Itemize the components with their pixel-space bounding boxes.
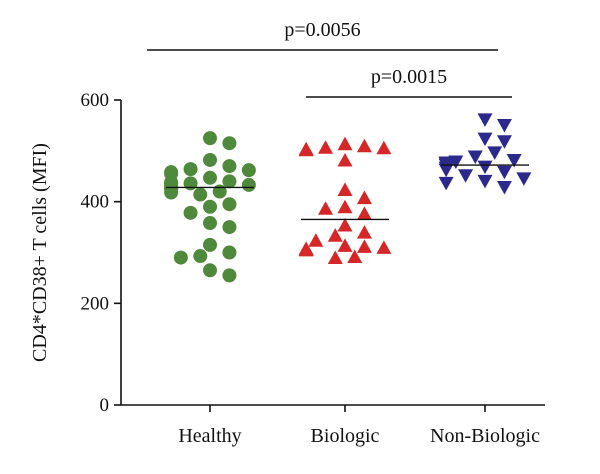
data-point-healthy	[193, 187, 208, 202]
data-point-healthy	[222, 197, 237, 212]
data-point-healthy	[222, 174, 237, 189]
data-point-biologic	[298, 242, 314, 257]
data-point-non-biologic	[516, 172, 532, 186]
data-point-healthy	[203, 131, 217, 146]
data-point-healthy	[203, 237, 217, 252]
data-point-healthy	[164, 185, 179, 200]
data-point-biologic	[337, 238, 353, 252]
data-point-biologic	[337, 218, 353, 232]
data-point-healthy	[203, 170, 217, 185]
data-point-non-biologic	[477, 132, 493, 147]
data-point-healthy	[173, 250, 188, 265]
data-point-biologic	[318, 201, 334, 215]
data-points	[164, 113, 532, 283]
data-point-non-biologic	[496, 165, 512, 180]
data-point-biologic	[308, 233, 324, 247]
data-point-healthy	[222, 159, 237, 174]
data-point-non-biologic	[506, 154, 522, 168]
data-point-non-biologic	[477, 160, 493, 175]
significance-brackets: p=0.0056 p=0.0015	[147, 19, 512, 98]
data-point-non-biologic	[467, 150, 483, 164]
p-value-label: p=0.0015	[371, 66, 447, 88]
data-point-biologic	[356, 239, 372, 253]
data-point-healthy	[241, 163, 256, 178]
data-point-healthy	[212, 184, 227, 199]
data-point-healthy	[203, 263, 217, 278]
y-tick-label: 400	[81, 192, 110, 213]
data-point-healthy	[193, 249, 208, 264]
data-point-non-biologic	[496, 135, 512, 149]
data-point-biologic	[337, 182, 353, 196]
data-point-biologic	[376, 240, 392, 254]
p-value-label: p=0.0056	[284, 19, 360, 41]
y-ticks: 0 200 400 600	[81, 90, 121, 416]
data-point-non-biologic	[477, 174, 493, 189]
data-point-biologic	[376, 140, 392, 155]
data-point-healthy	[183, 176, 198, 191]
data-point-biologic	[337, 152, 353, 167]
data-point-biologic	[356, 206, 372, 220]
data-point-non-biologic	[458, 169, 474, 183]
y-axis-label: CD4*CD38+ T cells (MFI)	[29, 143, 51, 362]
data-point-healthy	[222, 220, 237, 235]
x-tick-label: Healthy	[178, 425, 241, 447]
data-point-healthy	[222, 245, 237, 260]
x-ticks: Healthy Biologic Non-Biologic	[178, 405, 540, 447]
data-point-non-biologic	[496, 180, 512, 195]
data-point-biologic	[327, 228, 343, 242]
data-point-healthy	[241, 177, 256, 192]
median-lines	[166, 164, 529, 221]
data-point-non-biologic	[487, 146, 503, 160]
data-point-non-biologic	[496, 118, 512, 133]
x-tick-label: Biologic	[311, 425, 380, 447]
data-point-non-biologic	[438, 163, 454, 178]
data-point-biologic	[318, 140, 334, 154]
data-point-biologic	[356, 138, 372, 153]
data-point-healthy	[203, 199, 217, 214]
data-point-biologic	[327, 250, 343, 265]
x-tick-label: Non-Biologic	[430, 425, 540, 447]
y-tick-label: 200	[81, 293, 110, 314]
data-point-healthy	[222, 268, 237, 283]
data-point-non-biologic	[438, 176, 454, 191]
data-point-biologic	[347, 249, 363, 264]
data-point-biologic	[337, 199, 353, 214]
data-point-healthy	[203, 216, 217, 231]
data-point-biologic	[356, 190, 372, 205]
data-point-healthy	[203, 152, 217, 167]
data-point-healthy	[222, 136, 237, 151]
data-point-biologic	[337, 136, 353, 151]
data-point-non-biologic	[477, 113, 493, 127]
data-point-biologic	[356, 225, 372, 239]
y-tick-label: 600	[81, 90, 110, 111]
y-axis-label-group: CD4*CD38+ T cells (MFI)	[29, 143, 51, 362]
data-point-biologic	[298, 142, 314, 157]
data-point-healthy	[183, 205, 198, 220]
y-tick-label: 0	[100, 395, 110, 416]
data-point-healthy	[183, 162, 198, 177]
